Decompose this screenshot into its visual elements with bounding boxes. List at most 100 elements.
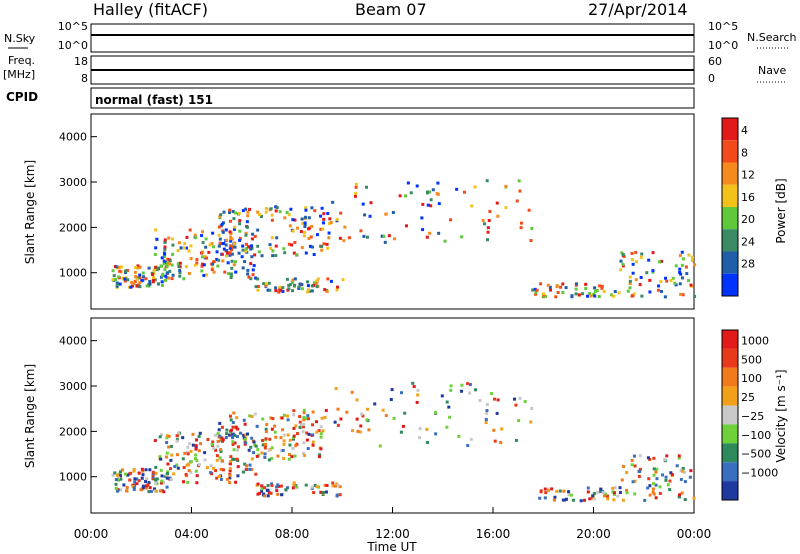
- power-return-cell: [307, 288, 311, 292]
- power-return-cell: [534, 290, 538, 294]
- power-return-cell: [308, 244, 312, 248]
- velocity-return-cell: [133, 477, 137, 481]
- power-return-cell: [133, 279, 137, 283]
- velocity-return-cell: [651, 487, 655, 491]
- power-return-cell: [292, 251, 296, 255]
- power-return-cell: [485, 179, 489, 183]
- velocity-colorbar-swatch: [722, 424, 738, 444]
- power-return-cell: [539, 282, 543, 286]
- power-return-cell: [487, 219, 491, 223]
- power-return-cell: [269, 207, 273, 211]
- velocity-colorbar-tick: −100: [741, 429, 771, 442]
- velocity-return-cell: [181, 457, 185, 461]
- power-return-cell: [290, 243, 294, 247]
- velocity-return-cell: [175, 438, 179, 442]
- power-return-cell: [593, 294, 597, 298]
- power-return-cell: [200, 269, 204, 273]
- nave-tick-hi: 60: [708, 55, 722, 68]
- velocity-return-cell: [256, 482, 260, 486]
- power-return-cell: [420, 216, 424, 220]
- velocity-return-cell: [529, 420, 533, 424]
- power-return-cell: [232, 242, 236, 246]
- power-return-cell: [244, 207, 248, 211]
- power-return-cell: [216, 264, 220, 268]
- velocity-return-cell: [270, 482, 274, 486]
- velocity-return-cell: [270, 456, 274, 460]
- power-return-cell: [303, 230, 307, 234]
- velocity-return-cell: [173, 464, 177, 468]
- power-return-cell: [657, 260, 661, 264]
- power-return-cell: [320, 244, 324, 248]
- velocity-return-cell: [333, 484, 337, 488]
- power-return-cell: [336, 285, 340, 289]
- velocity-return-cell: [350, 390, 354, 394]
- power-return-cell: [275, 206, 279, 210]
- velocity-return-cell: [263, 494, 267, 498]
- power-return-cell: [171, 252, 175, 256]
- nave-tick-lo: 0: [708, 72, 715, 85]
- power-return-cell: [229, 219, 233, 223]
- power-return-cell: [631, 271, 635, 275]
- power-return-cell: [183, 242, 187, 246]
- velocity-return-cell: [151, 470, 155, 474]
- velocity-return-cell: [225, 432, 229, 436]
- velocity-return-cell: [169, 458, 173, 462]
- velocity-colorbar-swatch: [722, 367, 738, 387]
- velocity-frame: [90, 317, 695, 514]
- power-return-cell: [685, 272, 689, 276]
- power-return-cell: [415, 184, 419, 188]
- velocity-return-cell: [390, 388, 394, 392]
- velocity-return-cell: [365, 418, 369, 422]
- velocity-return-cell: [186, 452, 190, 456]
- velocity-return-cell: [195, 438, 199, 442]
- power-return-cell: [592, 292, 596, 296]
- power-return-cell: [221, 229, 225, 233]
- power-return-cell: [212, 245, 216, 249]
- velocity-return-cell: [160, 474, 164, 478]
- velocity-return-cell: [664, 478, 668, 482]
- velocity-return-cell: [558, 489, 562, 493]
- power-return-cell: [305, 290, 309, 294]
- power-return-cell: [228, 244, 232, 248]
- velocity-return-cell: [176, 431, 180, 435]
- velocity-return-cell: [151, 474, 155, 478]
- power-return-cell: [285, 211, 289, 215]
- velocity-return-cell: [605, 494, 609, 498]
- velocity-return-cell: [669, 471, 673, 475]
- power-colorbar-swatch: [722, 184, 738, 207]
- velocity-return-cell: [191, 432, 195, 436]
- velocity-return-cell: [324, 490, 328, 494]
- velocity-return-cell: [336, 423, 340, 427]
- velocity-return-cell: [625, 470, 629, 474]
- velocity-return-cell: [612, 492, 616, 496]
- power-return-cell: [256, 228, 260, 232]
- velocity-return-cell: [319, 447, 323, 451]
- power-y-tick-label: 1000: [59, 267, 87, 280]
- power-return-cell: [619, 259, 623, 263]
- power-return-cell: [640, 294, 644, 298]
- velocity-return-cell: [267, 458, 271, 462]
- velocity-return-cell: [367, 428, 371, 432]
- power-return-cell: [231, 210, 235, 214]
- power-return-cell: [529, 239, 533, 243]
- power-return-cell: [278, 287, 282, 291]
- velocity-return-cell: [255, 454, 259, 458]
- power-return-cell: [233, 245, 237, 249]
- power-return-cell: [211, 266, 215, 270]
- power-return-cell: [425, 235, 429, 239]
- power-return-cell: [678, 282, 682, 286]
- velocity-return-cell: [311, 433, 315, 437]
- velocity-return-cell: [569, 493, 573, 497]
- velocity-colorbar-tick: 1000: [741, 334, 769, 347]
- power-return-cell: [218, 237, 222, 241]
- power-return-cell: [664, 276, 668, 280]
- nsky-frame: [90, 23, 695, 53]
- power-return-cell: [307, 236, 311, 240]
- velocity-return-cell: [270, 446, 274, 450]
- velocity-return-cell: [118, 470, 122, 474]
- velocity-return-cell: [231, 457, 235, 461]
- velocity-return-cell: [284, 488, 288, 492]
- power-return-cell: [429, 204, 433, 208]
- velocity-return-cell: [264, 427, 268, 431]
